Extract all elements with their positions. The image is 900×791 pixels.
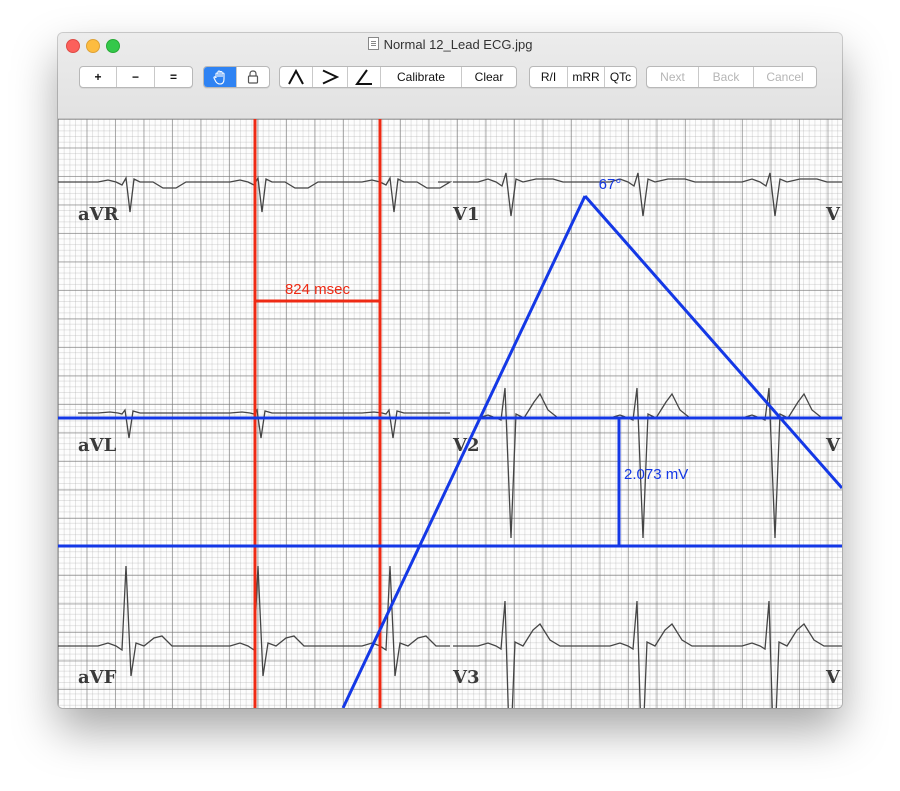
caliper-up-button[interactable] bbox=[280, 67, 313, 87]
amplitude-measurement: 2.073 mV bbox=[624, 466, 688, 483]
mean-rr-button[interactable]: mRR bbox=[568, 67, 605, 87]
lead-label-v4-partial: V bbox=[825, 204, 841, 225]
rate-interval-button[interactable]: R/I bbox=[530, 67, 568, 87]
time-caliper[interactable]: 824 msec bbox=[253, 119, 382, 708]
angle-caliper-right-arm[interactable] bbox=[583, 195, 842, 489]
hand-icon bbox=[213, 69, 225, 85]
lead-label-v6-partial: V bbox=[825, 667, 841, 688]
zoom-window-button[interactable] bbox=[106, 39, 120, 53]
angle-caliper[interactable]: 67° bbox=[341, 176, 842, 708]
ecg-trace bbox=[78, 408, 450, 439]
interval-measurement: 824 msec bbox=[285, 281, 351, 298]
ecg-trace bbox=[58, 565, 450, 677]
lead-label-v3: V3 bbox=[452, 667, 480, 688]
ecg-traces bbox=[58, 172, 842, 708]
back-button[interactable]: Back bbox=[699, 67, 754, 87]
measure-segment: R/I mRR QTc bbox=[529, 66, 637, 88]
pan-button[interactable] bbox=[204, 67, 237, 87]
lead-label-v1: V1 bbox=[452, 204, 480, 225]
calibrate-button[interactable]: Calibrate bbox=[381, 67, 462, 87]
window-title: Normal 12_Lead ECG.jpg bbox=[58, 37, 842, 52]
ecg-overlay: aVR V1 aVL V2 aVF V3 V V V 824 msec 2.07… bbox=[58, 119, 842, 708]
mode-segment bbox=[203, 66, 270, 88]
title-bar: Normal 12_Lead ECG.jpg + − = bbox=[58, 33, 842, 119]
lead-label-avl: aVL bbox=[78, 435, 117, 456]
lead-label-avr: aVR bbox=[78, 204, 120, 225]
angle-icon bbox=[355, 69, 372, 85]
window-title-text: Normal 12_Lead ECG.jpg bbox=[383, 37, 533, 52]
lead-label-v5-partial: V bbox=[825, 435, 841, 456]
ecg-trace bbox=[453, 172, 842, 217]
minimize-window-button[interactable] bbox=[86, 39, 100, 53]
lead-label-avf: aVF bbox=[78, 667, 117, 688]
tools-segment: Calibrate Clear bbox=[279, 66, 517, 88]
qtc-button[interactable]: QTc bbox=[609, 70, 632, 84]
zoom-out-button[interactable]: − bbox=[117, 67, 155, 87]
amplitude-caliper[interactable]: 2.073 mV bbox=[58, 416, 842, 548]
ecg-trace bbox=[453, 600, 842, 708]
ecg-image-view[interactable]: aVR V1 aVL V2 aVF V3 V V V 824 msec 2.07… bbox=[58, 119, 842, 708]
ecg-trace bbox=[58, 175, 453, 213]
lock-button[interactable] bbox=[237, 67, 269, 87]
next-button[interactable]: Next bbox=[647, 67, 699, 87]
zoom-in-button[interactable]: + bbox=[80, 67, 117, 87]
lock-icon bbox=[247, 70, 259, 84]
app-window: Normal 12_Lead ECG.jpg + − = bbox=[58, 33, 842, 708]
angle-caliper-left-arm[interactable] bbox=[341, 195, 587, 708]
caliper-right-button[interactable] bbox=[313, 67, 348, 87]
cancel-button[interactable]: Cancel bbox=[766, 70, 804, 84]
zoom-segment: + − = bbox=[79, 66, 193, 88]
clear-button[interactable]: Clear bbox=[474, 70, 504, 84]
close-window-button[interactable] bbox=[66, 39, 80, 53]
navigation-segment: Next Back Cancel bbox=[646, 66, 817, 88]
ecg-trace bbox=[453, 387, 842, 539]
document-icon bbox=[367, 37, 379, 50]
caret-up-icon bbox=[288, 69, 304, 85]
caret-right-icon bbox=[322, 69, 339, 85]
zoom-reset-button[interactable]: = bbox=[169, 70, 177, 84]
angle-tool-button[interactable] bbox=[348, 67, 381, 87]
angle-measurement: 67° bbox=[599, 176, 622, 193]
